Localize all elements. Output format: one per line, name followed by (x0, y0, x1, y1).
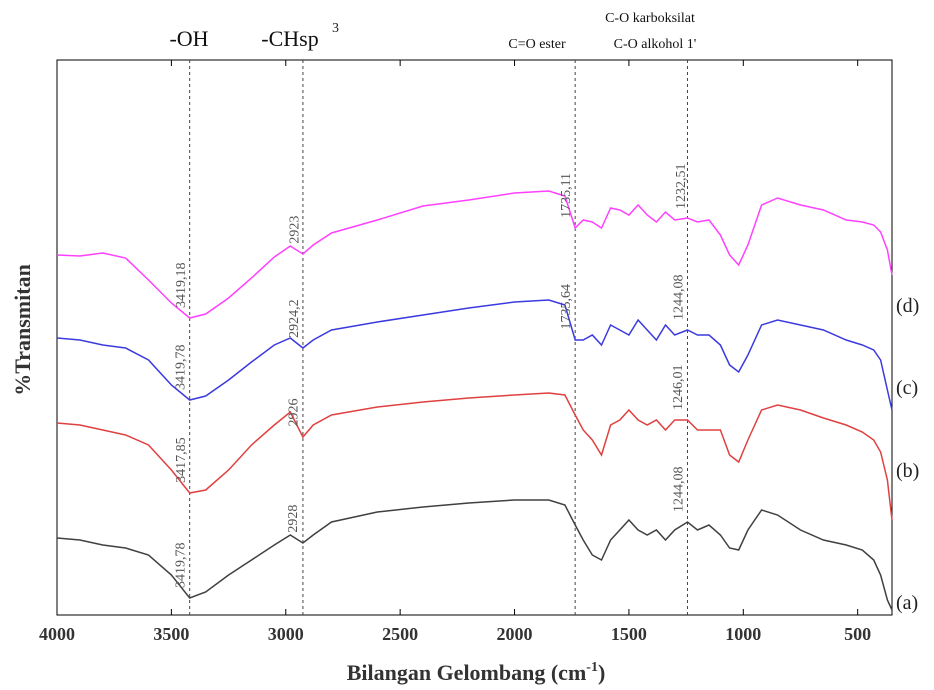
peak-label: 2928 (286, 505, 301, 533)
peak-label: 1232,51 (674, 164, 689, 210)
annotation-sup: 3 (332, 21, 339, 36)
x-tick-label: 1500 (611, 624, 647, 644)
x-tick-label: 4000 (39, 624, 75, 644)
x-tick-label: 1000 (725, 624, 761, 644)
series-label: (b) (896, 460, 919, 482)
series-label: (a) (896, 592, 918, 614)
series-label: (c) (896, 377, 918, 399)
annotation: -CHsp (261, 26, 318, 51)
peak-label: 1735,11 (559, 173, 574, 218)
annotation: -OH (169, 26, 208, 51)
spectrum-line (56, 392, 893, 521)
peak-label: 1244,08 (671, 467, 686, 513)
annotation: C-O alkohol 1' (614, 37, 697, 52)
peak-label: 2924,2 (287, 299, 302, 338)
x-axis-label: Bilangan Gelombang (cm-1) (347, 660, 606, 685)
peak-label: 3419,18 (174, 262, 189, 308)
peak-label: 3419,78 (174, 344, 189, 390)
plot-frame (56, 59, 893, 616)
peak-label: 2926 (287, 399, 302, 427)
series-label: (d) (896, 295, 919, 317)
peak-label: 2923 (287, 216, 302, 244)
peak-label: 1244,08 (671, 275, 686, 321)
x-label-end: ) (598, 660, 605, 685)
spectrum-line (56, 299, 893, 411)
peak-label: 3419,78 (174, 542, 189, 588)
x-tick-label: 3000 (268, 624, 304, 644)
x-tick-label: 2500 (382, 624, 418, 644)
x-tick-label: 3500 (153, 624, 189, 644)
peak-label: 3417,85 (174, 437, 189, 483)
annotation: C=O ester (508, 37, 566, 52)
spectrum-line (56, 190, 893, 319)
annotation: C-O karboksilat (605, 11, 695, 26)
peak-label: 1735,64 (559, 284, 574, 330)
x-tick-label: 2000 (497, 624, 533, 644)
peak-label: 1246,01 (671, 365, 686, 411)
y-axis-label: %Transmitan (10, 264, 35, 396)
x-label-text: Bilangan Gelombang (cm (347, 660, 587, 685)
spectrum-line (56, 499, 893, 611)
x-tick-label: 500 (844, 624, 871, 644)
x-label-sup: -1 (586, 660, 598, 675)
